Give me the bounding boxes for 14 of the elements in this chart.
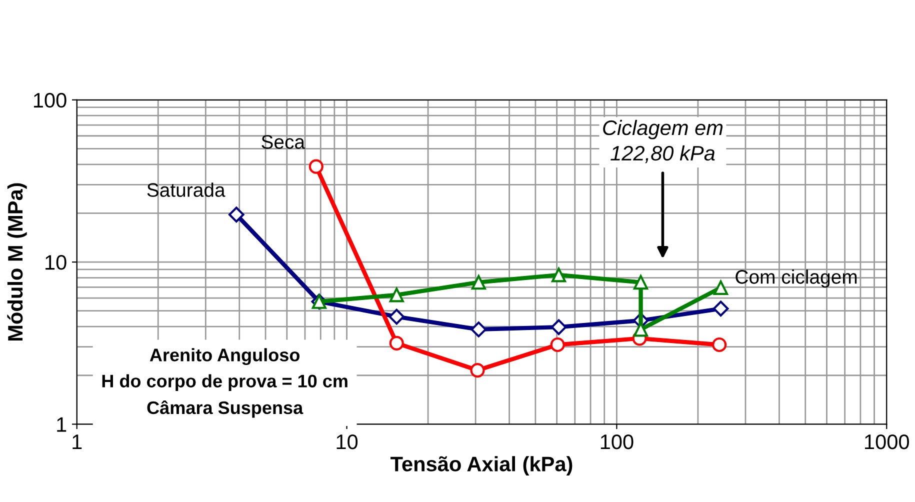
y-axis-title: Módulo M (MPa) [7, 183, 27, 340]
x-tick-label: 10 [336, 434, 358, 450]
x-tick-label: 1000 [865, 434, 909, 450]
y-tick-label: 10 [46, 255, 66, 270]
x-axis-title: Tensão Axial (kPa) [390, 456, 572, 476]
y-tick-label: 1 [57, 417, 66, 432]
annotation: Arenito Anguloso H do corpo de prova = 10 cm Câmara Suspensa [102, 348, 348, 418]
series-label: Com ciclagem [736, 270, 857, 288]
series-label: Seca [262, 135, 306, 149]
x-tick-label: 1 [72, 434, 82, 450]
y-tick-label: 100 [34, 92, 66, 108]
x-tick-label: 100 [600, 434, 634, 450]
series-label: Saturada [147, 182, 226, 197]
annotation: Ciclagem em 122,80 kPa [603, 120, 723, 164]
